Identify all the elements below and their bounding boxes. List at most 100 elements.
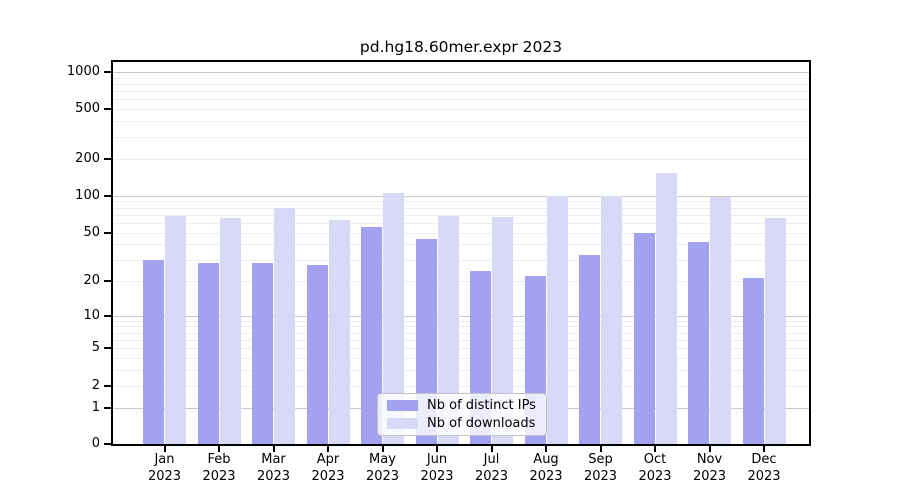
x-axis-month-label: Jul 2023 bbox=[474, 452, 509, 484]
gridline-major bbox=[113, 195, 809, 197]
gridline-minor bbox=[113, 320, 809, 322]
gridline-minor bbox=[113, 259, 809, 261]
gridline-minor bbox=[113, 385, 809, 387]
x-axis-tick bbox=[763, 446, 765, 452]
gridline-minor bbox=[113, 223, 809, 224]
x-axis-month-label: Apr 2023 bbox=[311, 452, 345, 484]
bar-downloads-nov bbox=[710, 196, 731, 444]
x-axis-tick bbox=[381, 446, 384, 452]
bar-downloads-oct bbox=[655, 173, 677, 444]
bar-downloads-feb bbox=[219, 217, 241, 444]
gridline-minor bbox=[113, 83, 809, 85]
y-axis-tick-label: 0 bbox=[91, 436, 100, 451]
y-axis-tick-label: 200 bbox=[75, 150, 100, 166]
bar-downloads-jul bbox=[492, 217, 513, 444]
y-axis-tick-label: 50 bbox=[83, 224, 100, 240]
legend-swatch-downloads bbox=[387, 418, 418, 429]
gridline-major bbox=[113, 315, 809, 317]
x-axis-month-label: Oct 2023 bbox=[638, 452, 672, 484]
bar-downloads-jun bbox=[437, 215, 459, 444]
gridline-minor bbox=[113, 280, 809, 282]
bar-distinct-ips-jan bbox=[143, 259, 164, 444]
bar-distinct-ips-sep bbox=[579, 254, 600, 444]
gridline-minor bbox=[113, 158, 809, 160]
gridline-major bbox=[113, 71, 809, 73]
x-axis-tick bbox=[272, 446, 275, 452]
y-axis-tick-label: 100 bbox=[75, 187, 100, 203]
x-axis-tick bbox=[654, 446, 656, 452]
x-axis-tick bbox=[218, 446, 220, 452]
y-axis-tick-label: 20 bbox=[83, 272, 100, 288]
x-axis-tick bbox=[708, 446, 711, 452]
gridline-minor bbox=[113, 348, 809, 350]
plot-area bbox=[111, 60, 811, 446]
x-axis-month-label: Jun 2023 bbox=[420, 452, 454, 484]
y-axis-tick bbox=[104, 279, 111, 282]
gridline-minor bbox=[113, 370, 809, 372]
y-axis-tick bbox=[104, 157, 111, 160]
y-axis-tick-label: 1 bbox=[91, 399, 100, 415]
bar-distinct-ips-feb bbox=[197, 263, 219, 444]
gridline-minor bbox=[113, 121, 809, 123]
bar-distinct-ips-dec bbox=[742, 278, 764, 444]
gridline-minor bbox=[113, 332, 809, 334]
legend-label-downloads: Nb of downloads bbox=[427, 416, 536, 431]
gridline-minor bbox=[113, 214, 809, 216]
y-axis-tick-label: 2 bbox=[91, 377, 100, 393]
x-axis-tick bbox=[545, 446, 547, 452]
x-axis-month-label: Sep 2023 bbox=[583, 452, 618, 484]
y-axis-tick bbox=[104, 406, 111, 409]
y-axis-tick bbox=[104, 384, 111, 387]
x-axis-month-label: Dec 2023 bbox=[747, 452, 781, 484]
x-axis-month-label: May 2023 bbox=[365, 452, 400, 484]
bar-downloads-dec bbox=[764, 217, 786, 444]
gridline-minor bbox=[113, 136, 809, 138]
y-axis-tick bbox=[104, 70, 111, 73]
gridline-minor bbox=[113, 109, 809, 111]
x-axis-month-label: Feb 2023 bbox=[202, 452, 236, 484]
y-axis-tick-label: 500 bbox=[75, 101, 100, 117]
y-axis-tick bbox=[104, 194, 111, 197]
y-axis-tick bbox=[104, 443, 111, 445]
y-axis-tick bbox=[104, 231, 111, 234]
bar-downloads-mar bbox=[274, 208, 295, 444]
bar-downloads-may bbox=[383, 193, 404, 444]
legend-entry-distinct-ips: Nb of distinct IPs bbox=[387, 398, 546, 413]
gridline-minor bbox=[113, 77, 809, 79]
legend-entry-downloads: Nb of downloads bbox=[387, 416, 546, 431]
y-axis-tick-label: 5 bbox=[91, 340, 100, 356]
gridline-minor bbox=[113, 99, 809, 101]
bar-downloads-aug bbox=[546, 195, 568, 444]
legend-swatch-distinct-ips bbox=[387, 400, 418, 411]
x-axis-tick bbox=[490, 446, 493, 452]
y-axis-tick-label: 1000 bbox=[66, 63, 100, 79]
bar-downloads-sep bbox=[601, 196, 622, 444]
gridline-minor bbox=[113, 201, 809, 203]
legend: Nb of distinct IPs Nb of downloads bbox=[377, 393, 547, 436]
legend-label-distinct-ips: Nb of distinct IPs bbox=[427, 398, 536, 413]
gridline-minor bbox=[113, 339, 809, 341]
bar-distinct-ips-mar bbox=[252, 263, 273, 444]
bar-downloads-jan bbox=[165, 216, 186, 444]
bar-downloads-apr bbox=[328, 220, 350, 444]
bar-distinct-ips-jun bbox=[415, 239, 437, 444]
y-axis-tick-label: 10 bbox=[83, 307, 100, 323]
x-axis-month-label: Aug 2023 bbox=[529, 452, 563, 484]
x-axis-month-label: Mar 2023 bbox=[256, 452, 291, 484]
gridline-minor bbox=[113, 232, 809, 234]
gridline-minor bbox=[113, 358, 809, 360]
y-axis-tick bbox=[104, 347, 111, 350]
y-axis-tick bbox=[104, 108, 111, 111]
bar-distinct-ips-apr bbox=[306, 265, 328, 444]
x-axis-tick bbox=[436, 446, 438, 452]
y-axis-tick bbox=[104, 314, 111, 317]
gridline-minor bbox=[113, 91, 809, 93]
x-axis-tick bbox=[599, 446, 602, 452]
chart-title: pd.hg18.60mer.expr 2023 bbox=[359, 38, 563, 56]
gridline-minor bbox=[113, 244, 809, 246]
x-axis-tick bbox=[163, 446, 166, 452]
gridline-minor bbox=[113, 326, 809, 328]
bar-distinct-ips-may bbox=[361, 226, 382, 444]
gridline-minor bbox=[113, 207, 809, 209]
